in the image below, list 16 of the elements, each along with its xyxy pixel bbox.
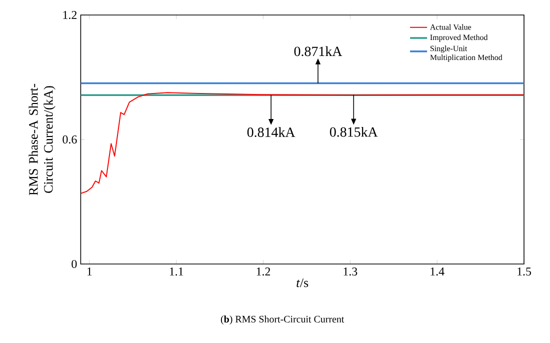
x-tick-label: 1 xyxy=(87,268,92,276)
x-tick-label: 1.5 xyxy=(518,268,532,276)
x-axis-title: t/s xyxy=(296,278,308,288)
x-tick-label: 1.4 xyxy=(430,268,444,276)
annotation: 0.814kA xyxy=(247,127,296,138)
x-tick-label: 1.1 xyxy=(170,268,184,276)
annotation: 0.871kA xyxy=(294,46,342,56)
text: (b) RMS Short-Circuit Current xyxy=(220,316,344,325)
x-tick-label: 1.2 xyxy=(256,268,270,276)
y-tick-label: 0.6 xyxy=(62,135,77,144)
y-axis-title: RMS Phase-A Short-Circuit Current/(kA) xyxy=(28,84,56,196)
annotation: 0.815kA xyxy=(330,126,378,137)
x-tick-label: 1.3 xyxy=(344,268,358,276)
line-series xyxy=(80,92,524,194)
y-tick-label: 1.2 xyxy=(63,10,77,20)
y-tick-label: 0 xyxy=(72,260,77,268)
